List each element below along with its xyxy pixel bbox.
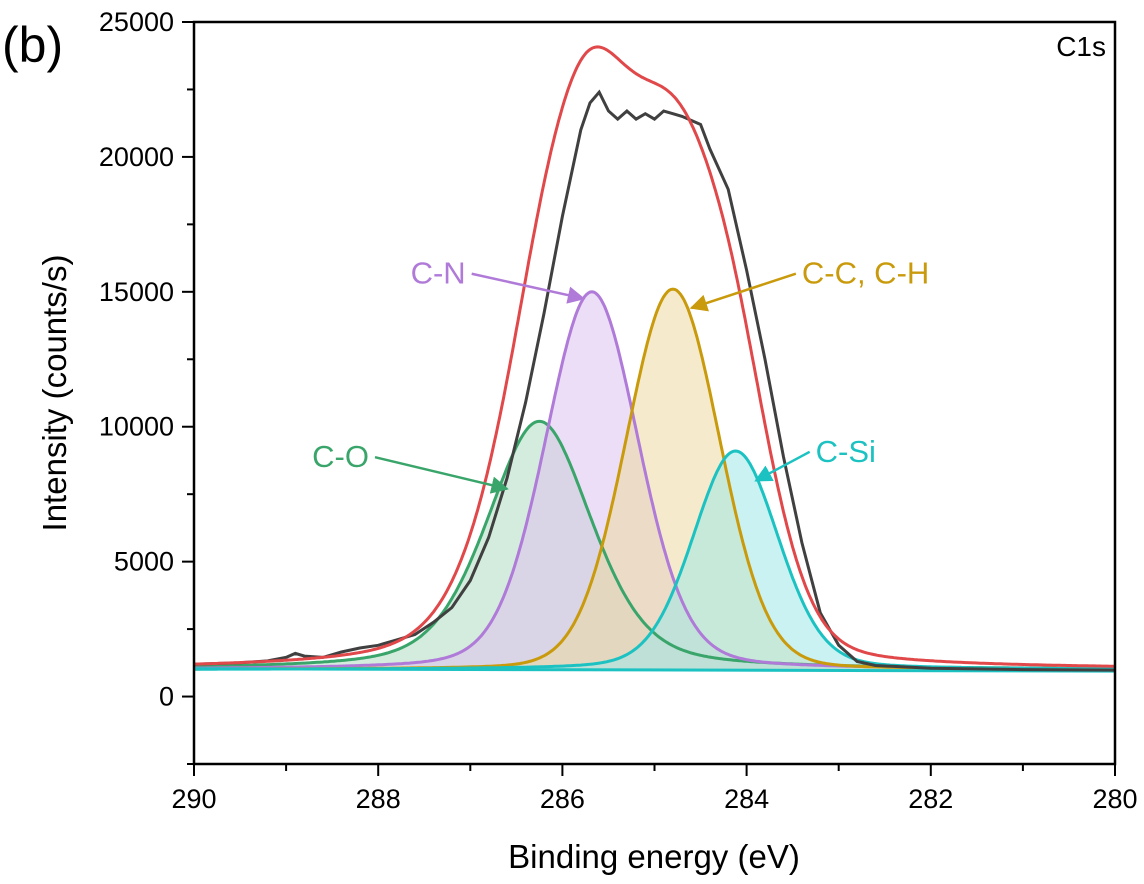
annotation-arrow-c-si (754, 450, 811, 482)
x-axis-title: Binding energy (eV) (508, 838, 800, 875)
annotation-label-c-c-c-h: C-C, C-H (802, 256, 929, 291)
y-tick-label: 25000 (99, 7, 174, 37)
annotation-arrow-c-n (471, 272, 586, 304)
annotation-arrow-c-o (374, 455, 509, 494)
y-tick-label: 20000 (99, 142, 174, 172)
x-tick-label: 280 (1092, 784, 1137, 814)
x-tick-label: 282 (908, 784, 953, 814)
annotation-label-c-si: C-Si (816, 434, 876, 469)
x-tick-label: 286 (540, 784, 585, 814)
baseline-line (194, 667, 1115, 673)
y-axis-title: Intensity (counts/s) (36, 255, 73, 532)
x-tick-label: 290 (171, 784, 216, 814)
annotation-arrow-c-c-c-h (689, 272, 797, 312)
component-fills (194, 289, 1115, 670)
x-tick-label: 284 (724, 784, 769, 814)
y-tick-label: 0 (159, 682, 174, 712)
x-axis-ticks: 290 288 286 284 282 280 (171, 764, 1138, 814)
raw-spectrum-line (194, 89, 1115, 672)
annotations: C-N C-C, C-H C-O C-Si (312, 256, 929, 494)
plot-area (194, 45, 1115, 673)
y-tick-label: 5000 (114, 547, 174, 577)
annotation-label-c-o: C-O (312, 439, 369, 474)
envelope-fit-line (194, 45, 1115, 668)
peak-fill-c-c-c-h (194, 289, 1115, 670)
x-tick-label: 288 (356, 784, 401, 814)
y-axis-ticks: 0 5000 10000 15000 20000 25000 (99, 7, 194, 765)
annotation-label-c-n: C-N (411, 256, 466, 291)
y-tick-label: 15000 (99, 277, 174, 307)
panel-label: (b) (2, 17, 63, 73)
y-tick-label: 10000 (99, 412, 174, 442)
core-level-label: C1s (1056, 31, 1106, 62)
